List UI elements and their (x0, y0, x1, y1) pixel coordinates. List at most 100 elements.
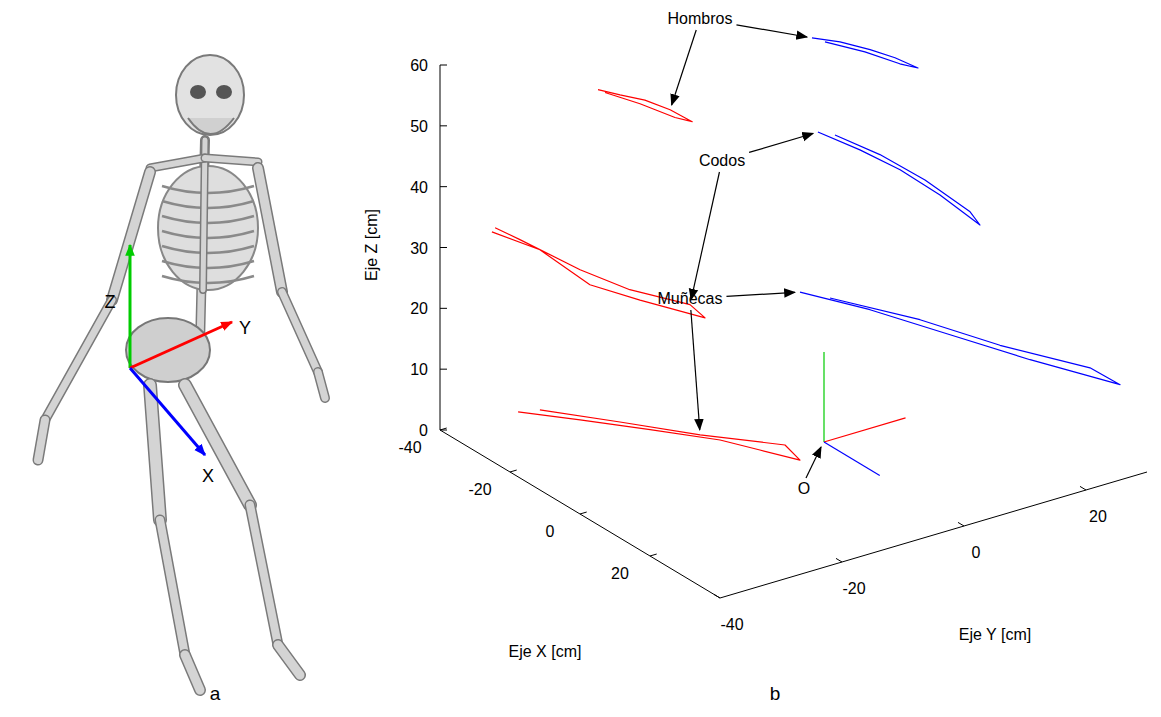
x-tick-label: 20 (611, 565, 629, 582)
bone-outline (160, 520, 185, 655)
rib (162, 261, 254, 268)
origin-arrow (806, 447, 821, 478)
bone (45, 300, 112, 420)
z-tick (440, 369, 447, 370)
x-tick (580, 512, 587, 514)
axis-arrow-y (130, 322, 232, 368)
z-tick-label: 10 (410, 361, 428, 378)
bone-outline (38, 420, 45, 460)
trajectories (492, 38, 1120, 460)
y-tick-label: -20 (842, 580, 865, 597)
bone-outline (150, 158, 205, 168)
z-tick (440, 186, 447, 187)
bone (200, 140, 205, 345)
trajectory (800, 292, 1120, 385)
bone-outline (205, 158, 258, 162)
x-tick-label: 0 (546, 523, 555, 540)
bone-outline (200, 140, 205, 345)
y-tick (958, 522, 964, 526)
bone-outline (250, 505, 278, 645)
panel-label: b (770, 683, 781, 704)
z-tick-label: 20 (410, 300, 428, 317)
origin-axes (824, 352, 906, 475)
annotation-arrow (736, 25, 807, 37)
bone-outline (318, 372, 325, 398)
x-tick (440, 428, 447, 430)
origin-z (823, 352, 824, 442)
origin-label: O (798, 480, 810, 497)
figure: Z Y Xa -40 -20 0 20 -40 -20 0 20 0 10 20 30 40 50 60 Eje X… (0, 0, 1161, 717)
axis-letter: X (202, 466, 214, 486)
x-tick (650, 554, 657, 556)
annotation: Codos (699, 152, 745, 169)
rib (162, 276, 254, 283)
jaw (188, 118, 234, 134)
y-tick (714, 594, 720, 598)
x-axis-title: Eje X [cm] (509, 643, 582, 660)
bone-outline (282, 292, 318, 372)
origin-x (824, 442, 880, 475)
rib (162, 231, 254, 238)
annotation-arrow (691, 172, 719, 300)
trajectory (812, 38, 918, 68)
z-tick-label: 40 (410, 179, 428, 196)
bone-outline (258, 168, 282, 292)
axis-letter: Y (239, 318, 251, 338)
axis-letter: Z (105, 292, 116, 312)
bone-outline (278, 645, 300, 675)
bone (318, 372, 325, 398)
bone (160, 520, 185, 655)
annotation: Hombros (668, 10, 733, 27)
y-tick (1080, 486, 1086, 490)
skeleton-panel: Z Y X (38, 55, 325, 690)
bone-outline (150, 385, 160, 520)
annotation: Muñecas (658, 290, 723, 307)
trajectory (518, 410, 800, 460)
eye-socket (216, 85, 232, 99)
trajectory (598, 90, 692, 122)
annotation-arrow (691, 310, 700, 430)
z-tick-label: 0 (419, 422, 428, 439)
y-axis-line (720, 472, 1147, 598)
y-axis-title: Eje Y [cm] (959, 626, 1031, 643)
y-tick-label: 20 (1089, 508, 1107, 525)
y-tick-label: 0 (972, 544, 981, 561)
origin-y (824, 418, 906, 442)
bone (205, 158, 258, 162)
z-axis-title: Eje Z [cm] (363, 209, 380, 281)
trajectory (818, 132, 980, 225)
z-tick (440, 65, 447, 66)
annotation-arrow (726, 292, 794, 296)
bone (282, 292, 318, 372)
y-tick-label: -40 (720, 616, 743, 633)
z-tick (440, 125, 447, 126)
axis-arrow-z (129, 245, 132, 368)
bone-outline (185, 655, 200, 690)
rib (162, 246, 254, 253)
x-tick-label: -40 (398, 439, 421, 456)
axes: -40 -20 0 20 -40 -20 0 20 0 10 20 30 40 50 60 (398, 57, 1147, 633)
bone (150, 158, 205, 168)
z-tick-label: 30 (410, 240, 428, 257)
annotation-arrow (749, 133, 813, 152)
x-axis-line (440, 430, 720, 598)
eye-socket (190, 85, 206, 99)
bone (150, 385, 160, 520)
z-tick-label: 50 (410, 118, 428, 135)
axis-arrow-x (130, 368, 205, 455)
bone (38, 420, 45, 460)
x-tick-label: -20 (468, 481, 491, 498)
x-tick (510, 470, 517, 472)
bone (278, 645, 300, 675)
bone (185, 655, 200, 690)
z-tick (440, 247, 447, 248)
panel-label: a (210, 683, 221, 704)
z-tick-label: 60 (410, 57, 428, 74)
bone (258, 168, 282, 292)
bone-outline (45, 300, 112, 420)
bone (250, 505, 278, 645)
rib (162, 216, 254, 223)
annotation-arrow (672, 30, 697, 105)
z-tick (440, 430, 447, 431)
z-tick (440, 308, 447, 309)
